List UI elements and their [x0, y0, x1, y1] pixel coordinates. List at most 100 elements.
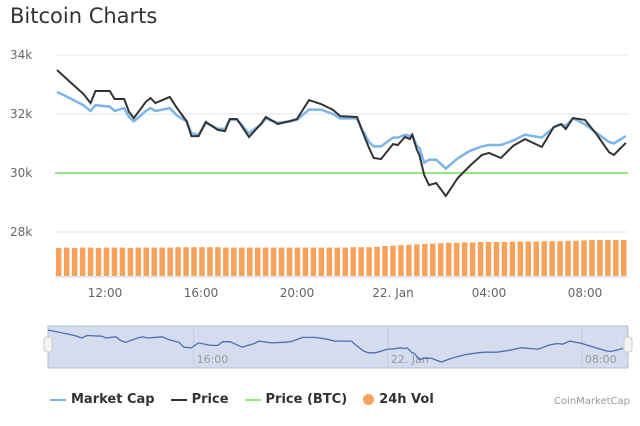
volume-bar	[573, 240, 579, 276]
volume-bar	[533, 241, 539, 276]
volume-bar	[358, 247, 364, 276]
legend: Market Cap Price Price (BTC) 24h Vol	[50, 392, 434, 407]
volume-bar	[438, 243, 444, 276]
y-tick-label: 34k	[10, 48, 32, 62]
volume-bar	[199, 247, 205, 276]
volume-bar	[406, 244, 412, 276]
volume-bar	[318, 247, 325, 276]
volume-bar	[605, 240, 611, 276]
market-cap-swatch	[50, 398, 66, 401]
volume-bar	[111, 247, 118, 276]
volume-bar	[517, 241, 524, 276]
volume-bar	[95, 248, 102, 276]
navigator-tick-label: 08:00	[585, 353, 617, 366]
volume-bar	[374, 246, 380, 276]
volume-bar	[175, 247, 181, 276]
volume-bar	[334, 247, 340, 276]
volume-bar	[445, 242, 452, 276]
volume-bar	[215, 247, 221, 276]
volume-bar	[239, 247, 245, 276]
volume-bar	[56, 248, 62, 276]
volume-bar	[231, 247, 237, 276]
volume-bar	[63, 247, 70, 276]
y-tick-label: 30k	[10, 166, 32, 180]
navigator-right-handle[interactable]	[623, 336, 633, 353]
volume-bar	[430, 243, 436, 276]
volume-bar	[422, 244, 428, 276]
volume-bar	[390, 245, 396, 276]
volume-bar	[597, 240, 603, 276]
volume-bar	[262, 247, 269, 276]
volume-bar	[342, 247, 348, 276]
legend-label: Price (BTC)	[265, 392, 348, 407]
price-line	[56, 69, 627, 198]
legend-market-cap[interactable]: Market Cap	[50, 392, 155, 407]
volume-bar	[247, 247, 253, 276]
y-tick-label: 32k	[10, 107, 32, 121]
x-tick-label: 04:00	[472, 286, 507, 300]
volume-bar	[278, 247, 285, 276]
volume-bar	[461, 242, 468, 276]
volume-bar	[589, 240, 595, 276]
market-cap-line	[56, 90, 627, 171]
volume-bar	[501, 242, 508, 276]
volume-bar	[525, 241, 531, 276]
volume-bar	[469, 242, 476, 276]
volume-bar	[127, 248, 134, 276]
volume-bar	[270, 247, 277, 276]
volume-bar	[87, 247, 94, 276]
volume-bar	[477, 242, 484, 276]
legend-label: Market Cap	[71, 392, 155, 407]
legend-label: Price	[191, 392, 229, 407]
volume-bar	[382, 246, 388, 276]
volume-bar	[366, 247, 372, 276]
volume-bar	[414, 244, 420, 276]
price-btc-swatch	[244, 398, 261, 401]
volume-bar	[294, 247, 301, 276]
x-tick-label: 22. Jan	[372, 286, 413, 300]
volume-bar	[509, 241, 516, 276]
volume-bar	[549, 241, 555, 276]
legend-24h-vol[interactable]: 24h Vol	[363, 392, 434, 407]
volume-bar	[310, 247, 317, 276]
volume-bar	[541, 241, 547, 276]
navigator-tick-label: 16:00	[197, 353, 229, 366]
volume-bar	[581, 240, 587, 276]
volume-swatch	[363, 394, 375, 405]
legend-price-btc[interactable]: Price (BTC)	[244, 392, 348, 407]
volume-bar	[485, 242, 492, 276]
navigator-left-handle[interactable]	[43, 336, 53, 353]
price-swatch	[170, 398, 187, 401]
volume-bar	[254, 247, 261, 276]
volume-bar	[223, 247, 229, 276]
volume-bar	[398, 245, 404, 276]
x-tick-label: 12:00	[88, 286, 123, 300]
x-tick-label: 20:00	[280, 286, 315, 300]
legend-price[interactable]: Price	[170, 392, 229, 407]
volume-bar	[493, 242, 500, 276]
volume-bar	[159, 247, 165, 276]
credit-link[interactable]: CoinMarketCap	[553, 396, 630, 407]
legend-label: 24h Vol	[379, 392, 434, 407]
x-tick-label: 16:00	[184, 286, 219, 300]
y-tick-label: 28k	[10, 225, 32, 239]
volume-bar	[71, 248, 78, 276]
volume-bar	[565, 240, 571, 276]
volume-bar	[79, 247, 86, 276]
volume-bar	[557, 241, 563, 276]
navigator-tick-label: 22. Jan	[391, 353, 429, 366]
volume-bar	[191, 247, 197, 276]
volume-bar	[621, 240, 627, 276]
volume-bar	[613, 240, 619, 276]
volume-bar	[453, 242, 460, 276]
volume-bar	[151, 247, 157, 276]
navigator-line	[47, 329, 624, 363]
volume-bar	[207, 247, 213, 276]
volume-bar	[302, 247, 309, 276]
x-tick-label: 08:00	[568, 286, 603, 300]
volume-bar	[135, 247, 142, 276]
volume-bar	[326, 247, 333, 276]
volume-bar	[119, 247, 126, 276]
navigator-window	[47, 325, 629, 369]
